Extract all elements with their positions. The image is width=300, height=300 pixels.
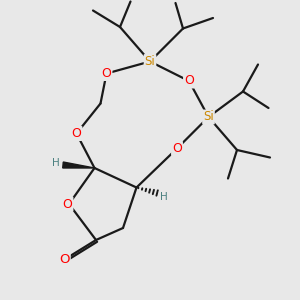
Text: O: O <box>184 74 194 88</box>
Polygon shape <box>63 162 94 168</box>
Text: Si: Si <box>145 55 155 68</box>
Text: O: O <box>172 142 182 155</box>
Text: O: O <box>102 67 111 80</box>
Text: Si: Si <box>203 110 214 124</box>
Text: O: O <box>59 253 70 266</box>
Text: O: O <box>72 127 81 140</box>
Text: H: H <box>52 158 59 169</box>
Text: H: H <box>160 191 167 202</box>
Text: O: O <box>63 197 72 211</box>
